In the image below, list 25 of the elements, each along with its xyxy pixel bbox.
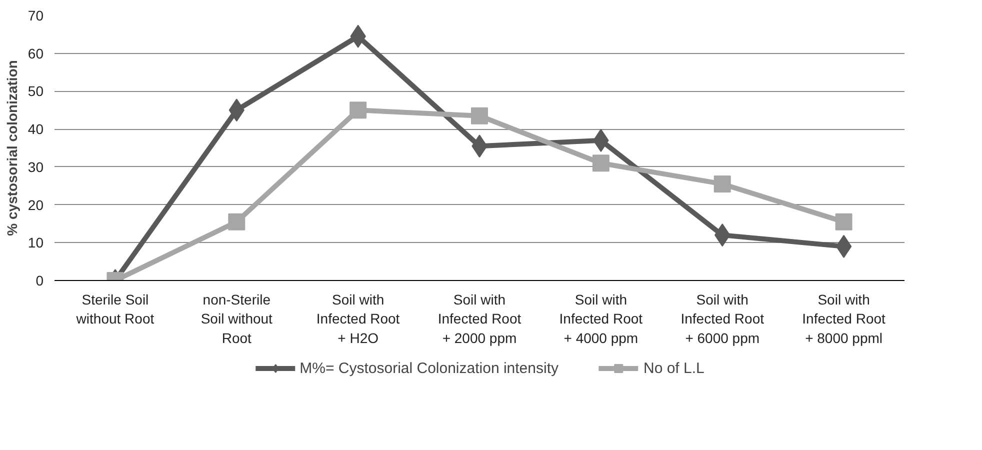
- x-tick-label: Soil with Infected Root + 2000 ppm: [438, 292, 522, 346]
- point: [835, 213, 852, 230]
- x-tick-label: Soil with Infected Root + 4000 ppm: [559, 292, 643, 346]
- x-tick-label: Sterile Soil without Root: [75, 292, 154, 327]
- y-axis-title: % cystosorial colonization: [4, 60, 20, 236]
- y-tick-label: 70: [28, 8, 44, 24]
- point: [836, 234, 852, 258]
- point: [228, 213, 246, 230]
- y-tick-label: 60: [28, 45, 44, 62]
- legend-label: No of L.L: [644, 360, 704, 376]
- y-tick-label: 10: [28, 234, 44, 251]
- y-tick-label: 40: [28, 121, 44, 138]
- point: [714, 175, 731, 192]
- y-tick-label: 50: [28, 83, 44, 100]
- y-tick-label: 0: [36, 272, 44, 288]
- point: [471, 107, 488, 124]
- legend-label: M%= Cystosorial Colonization intensity: [300, 360, 558, 376]
- x-tick-label: Soil with Infected Root + H2O: [316, 292, 400, 346]
- x-tick-label: non-Sterile Soil without Root: [200, 292, 273, 346]
- y-tick-label: 30: [28, 158, 44, 175]
- x-tick-label: Soil with Infected Root + 6000 ppm: [680, 292, 764, 346]
- y-tick-label: 20: [28, 196, 44, 213]
- x-tick-label: Soil with Infected Root + 8000 ppml: [802, 292, 886, 346]
- point: [592, 154, 610, 172]
- point: [350, 102, 367, 119]
